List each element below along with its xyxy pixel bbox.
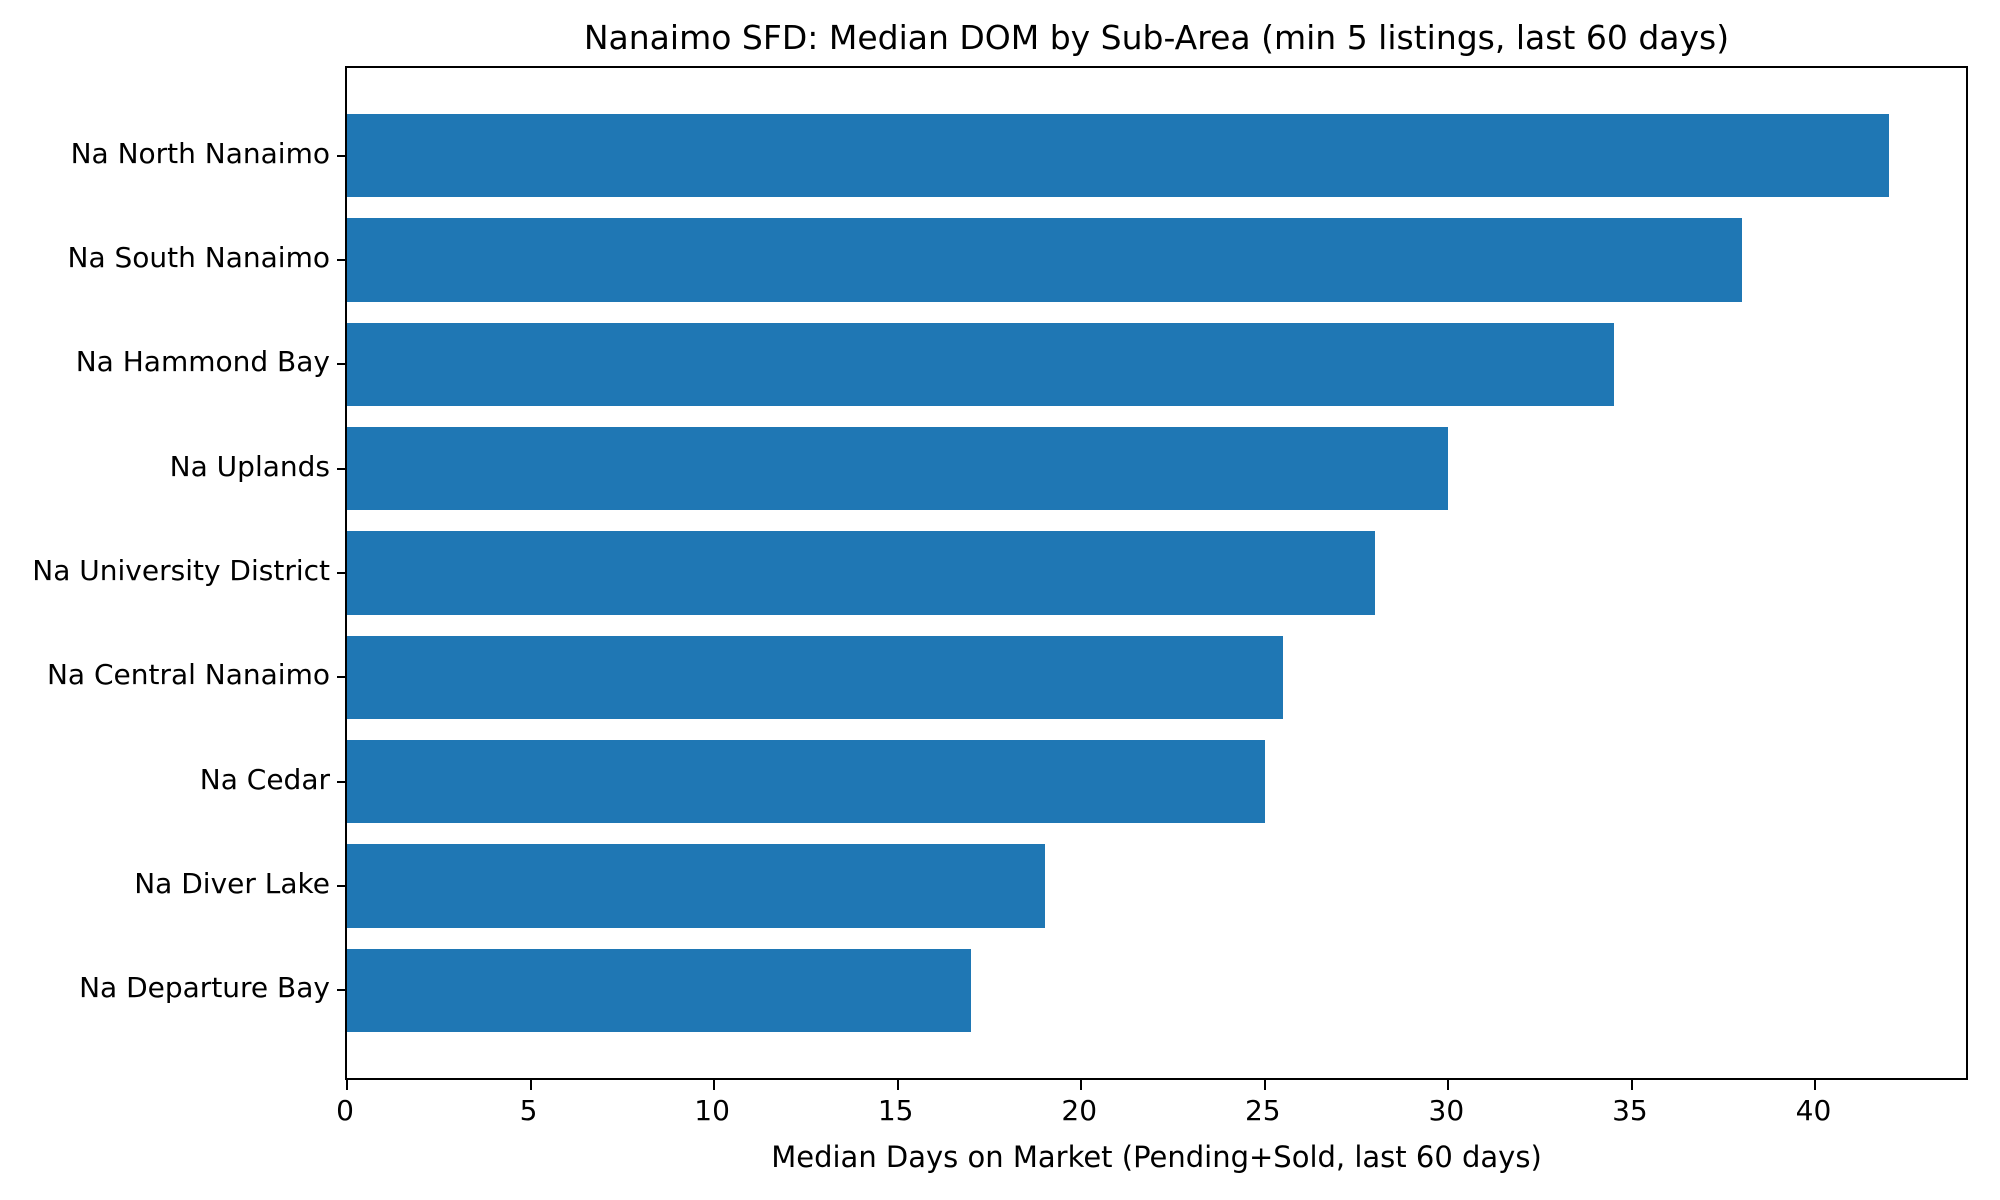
bar-na-north-nanaimo	[347, 113, 1889, 198]
x-tick-label-35: 35	[1612, 1094, 1648, 1127]
y-tick-label-na-diver-lake: Na Diver Lake	[134, 867, 330, 901]
y-tick-mark	[337, 258, 347, 261]
x-tick-mark	[1447, 1080, 1450, 1090]
y-tick-label-na-departure-bay: Na Departure Bay	[79, 971, 330, 1005]
bar-na-uplands	[347, 426, 1449, 511]
y-tick-label-na-uplands: Na Uplands	[169, 449, 330, 483]
bar-na-central-nanaimo	[347, 635, 1284, 720]
x-tick-label-20: 20	[1061, 1094, 1098, 1127]
y-tick-mark	[337, 676, 347, 679]
x-tick-mark	[1630, 1080, 1633, 1090]
y-tick-mark	[337, 154, 347, 157]
plot-area	[337, 66, 1968, 1090]
x-tick-mark	[713, 1080, 716, 1090]
y-tick-mark	[337, 467, 347, 470]
bar-na-diver-lake	[347, 844, 1045, 928]
bar-na-south-nanaimo	[347, 218, 1743, 302]
x-axis-label: Median Days on Market (Pending+Sold, las…	[771, 1140, 1542, 1174]
y-tick-label-na-university-district: Na University District	[32, 554, 330, 587]
x-tick-label-40: 40	[1795, 1094, 1832, 1127]
y-tick-mark	[337, 989, 347, 992]
bar-na-departure-bay	[347, 948, 972, 1033]
y-tick-label-na-central-nanaimo: Na Central Nanaimo	[46, 658, 330, 692]
x-tick-mark	[346, 1080, 348, 1090]
y-tick-label-na-hammond-bay: Na Hammond Bay	[75, 345, 330, 379]
bar-na-hammond-bay	[347, 322, 1614, 407]
x-tick-mark	[1263, 1080, 1266, 1090]
x-tick-label-0: 0	[336, 1094, 354, 1127]
x-tick-label-15: 15	[877, 1094, 914, 1127]
y-tick-label-na-north-nanaimo: Na North Nanaimo	[70, 136, 330, 170]
y-tick-label-na-south-nanaimo: Na South Nanaimo	[67, 240, 330, 274]
x-tick-mark	[529, 1080, 532, 1090]
bar-na-cedar	[347, 739, 1265, 824]
chart-title: Nanaimo SFD: Median DOM by Sub-Area (min…	[583, 18, 1730, 57]
bar-na-university-district	[347, 531, 1375, 615]
x-tick-mark	[1080, 1080, 1083, 1090]
x-tick-mark	[1814, 1080, 1817, 1090]
y-tick-label-na-cedar: Na Cedar	[199, 762, 330, 796]
x-tick-label-30: 30	[1428, 1094, 1465, 1127]
y-tick-mark	[337, 363, 347, 366]
y-tick-mark	[337, 780, 347, 783]
x-tick-mark	[896, 1080, 899, 1090]
x-tick-label-25: 25	[1244, 1094, 1281, 1127]
y-tick-mark	[337, 572, 347, 574]
x-tick-label-5: 5	[519, 1094, 538, 1127]
x-tick-label-10: 10	[694, 1094, 730, 1127]
y-tick-mark	[337, 885, 347, 888]
